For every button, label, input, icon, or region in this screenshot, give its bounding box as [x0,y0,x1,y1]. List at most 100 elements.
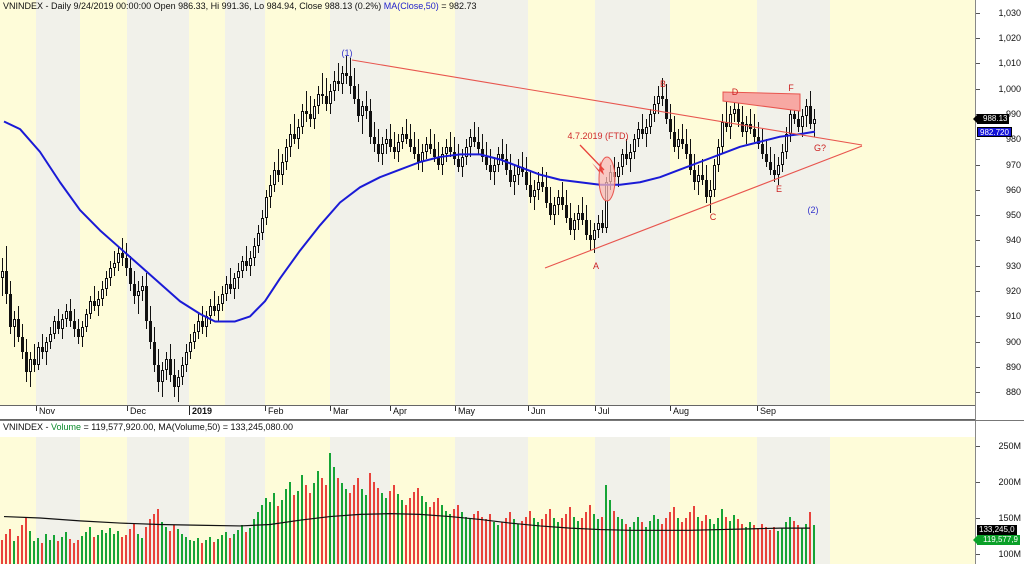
candle-wick [798,101,799,132]
candle-body [137,291,140,297]
volume-bar [425,502,427,564]
candle-body [721,121,724,147]
candle-body [249,258,252,266]
volume-bar [433,502,435,564]
candle-body [245,260,248,266]
volume-bar [765,526,767,564]
candle-wick [338,63,339,92]
volume-bar [393,484,395,564]
candle-body [669,118,672,132]
candle-body [717,146,720,165]
price-axis-tick [976,189,980,191]
candle-body [417,154,420,162]
candle-body [753,129,756,137]
candle-body [481,149,484,157]
candle-body [569,217,572,231]
volume-bar [689,512,691,564]
volume-bar [761,523,763,564]
volume-bar [509,512,511,564]
ftd-annotation-label: 4.7.2019 (FTD) [567,131,629,141]
candle-body [257,232,260,246]
candle-body [277,169,280,175]
candle-body [25,351,28,373]
candle-body [181,364,184,378]
candle-body [369,111,372,137]
candle-body [429,144,432,150]
candle-wick [14,311,15,347]
candle-body [585,220,588,236]
volume-bar [89,526,91,564]
candle-body [373,136,376,145]
candle-body [401,134,404,142]
candle-body [201,321,204,327]
candle-body [5,270,8,294]
date-axis[interactable]: Nov Dec 2019 Feb Mar Apr May Jun Jul Aug Sep [0,405,975,420]
price-pane: 4.7.2019 (FTD) (1) A B C D E F G? (2) VNINDEX - D… [0,0,1024,420]
volume-bar [313,483,315,564]
candle-body [261,217,264,233]
volume-axis[interactable]: 250M 200M 150M 100M 133,245,0 119,577,9 [973,421,1024,564]
candle-body [17,318,20,337]
date-tick-2019: 2019 [189,406,212,421]
candle-body [329,91,332,104]
candle-body [125,258,128,269]
month-band [127,0,189,405]
candle-wick [774,154,775,183]
candle-wick [702,159,703,185]
last-price-badge: 988.13 [972,113,1010,124]
volume-bar [93,536,95,564]
volume-bar [269,502,271,564]
candle-body [189,341,192,352]
volume-bar [537,522,539,564]
candle-body [229,283,232,289]
volume-bar [461,512,463,564]
candle-wick [642,113,643,140]
candle-wick [582,197,583,226]
candle-wick [454,136,455,165]
candle-body [737,108,740,122]
volume-axis-tick [976,445,980,447]
candle-body [113,263,116,269]
volume-bar [725,516,727,564]
candle-body [345,73,348,76]
price-header-text: VNINDEX - Daily 9/24/2019 00:00:00 Open … [3,1,384,11]
volume-bar [13,541,15,564]
volume-bar [625,523,627,564]
candle-body [697,174,700,183]
price-axis[interactable]: 1,030 1,020 1,010 1,000 990 980 970 960 950 940 93… [972,0,1024,420]
month-band [80,437,127,564]
candle-body [769,162,772,170]
price-axis-label: 950 [1005,210,1021,221]
volume-bar [473,514,475,564]
volume-bar [121,536,123,564]
volume-bar [9,528,11,564]
candle-body [685,144,688,155]
candle-wick [214,291,215,317]
volume-bar [317,471,319,564]
volume-bar [41,543,43,564]
candle-body [645,126,648,135]
volume-bar [157,509,159,564]
candle-body [385,139,388,145]
month-band [330,0,390,405]
candle-wick [306,91,307,122]
candle-wick [230,268,231,294]
volume-bar [781,528,783,564]
volume-bar [745,526,747,564]
volume-bar [325,485,327,564]
volume-bar [701,520,703,564]
volume-bar [501,521,503,564]
volume-bar [533,518,535,564]
volume-bar [521,520,523,564]
candle-body [649,113,652,127]
candle-wick [614,156,615,183]
volume-bar [565,513,567,564]
price-plot-area[interactable]: 4.7.2019 (FTD) (1) A B C D E F G? (2) [0,0,975,405]
volume-plot-area[interactable] [0,437,975,564]
candle-body [13,318,16,327]
candle-body [677,139,680,147]
volume-bar [241,525,243,564]
candle-wick [246,245,247,271]
price-axis-tick [976,291,980,293]
